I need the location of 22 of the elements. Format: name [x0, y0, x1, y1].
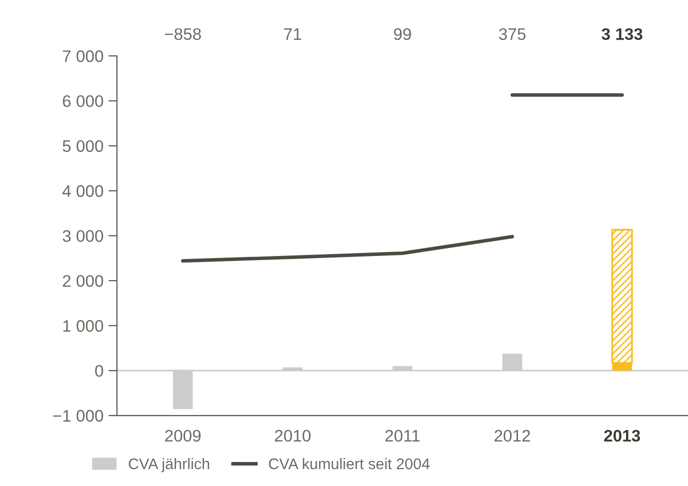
text: −858 [164, 28, 201, 40]
text: 375 [499, 28, 526, 40]
x-tick-label: 2011 [385, 430, 420, 442]
x-tick-label: 2009 [165, 430, 201, 442]
y-tick-label: −1 000 [53, 410, 104, 422]
y-tick-label: 6 000 [62, 95, 104, 108]
text: 71 [284, 28, 302, 40]
y-tick-label: 5 000 [62, 140, 104, 152]
x-tick-label: 2012 [494, 430, 530, 442]
text: 99 [394, 28, 411, 40]
x-tick-label: 2010 [274, 430, 311, 442]
y-tick-label: 7 000 [62, 50, 104, 62]
legend-label: CVA kumuliert seit 2004 [268, 458, 430, 470]
text: 3 133 [602, 28, 642, 40]
legend-label: CVA jährlich [128, 458, 210, 472]
y-tick-label: 4 000 [62, 185, 104, 197]
line-series [181, 234, 514, 263]
y-tick-label: 0 [95, 364, 104, 377]
y-tick-label: 2 000 [62, 275, 104, 287]
y-tick-label: 3 000 [62, 230, 104, 242]
x-tick-label: 2013 [604, 430, 640, 442]
y-tick-label: 1 000 [63, 320, 104, 332]
